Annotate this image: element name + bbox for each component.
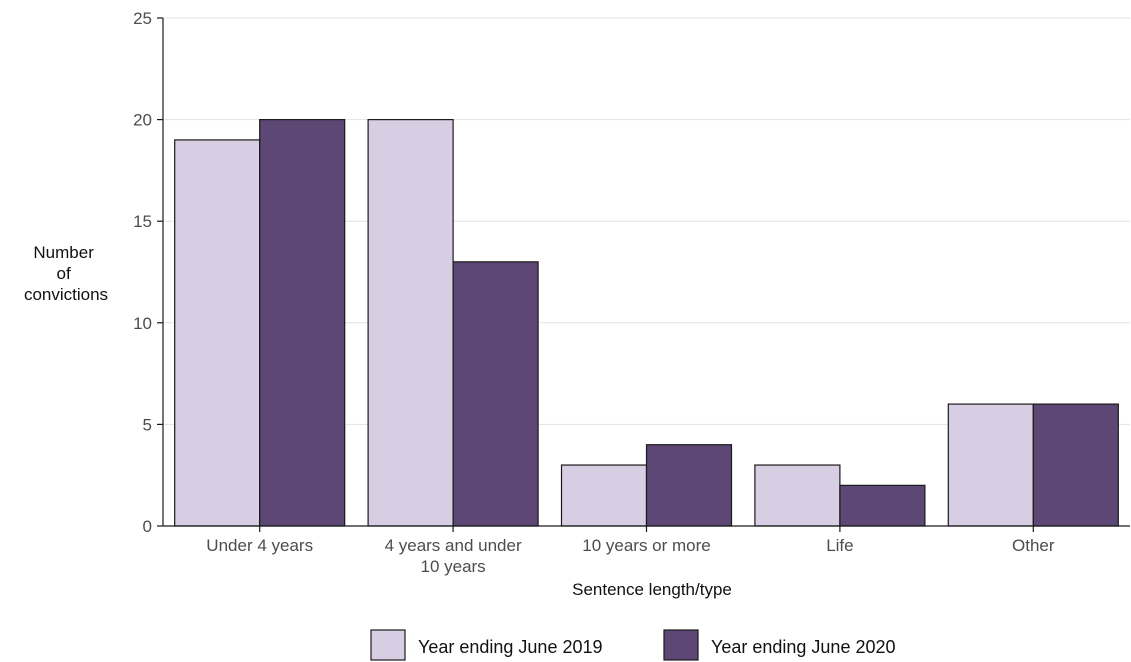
bar-2020: [645, 444, 733, 527]
bar-2020: [259, 118, 346, 527]
y-tick-labels: 0 5 10 15 20 25: [133, 9, 152, 536]
legend-swatch-2019: [370, 629, 406, 661]
x-tick-label-line: Other: [1012, 536, 1055, 555]
bar-2020: [1032, 403, 1119, 527]
x-axis-title: Sentence length/type: [572, 580, 732, 599]
y-axis-title: Number of convictions: [24, 243, 108, 304]
bars: [174, 118, 1119, 527]
y-tick-label: 10: [133, 314, 152, 333]
y-tick-label: 0: [143, 517, 152, 536]
x-tick-label-line: Life: [826, 536, 853, 555]
axes: [157, 17, 1130, 532]
bar-2019: [560, 464, 648, 527]
bar-2019: [367, 118, 454, 527]
x-tick-label-line: 10 years or more: [582, 536, 711, 555]
legend-label-2020: Year ending June 2020: [711, 637, 896, 657]
x-tick-label: 10 years or more: [582, 536, 711, 555]
legend-swatch-2020: [663, 629, 699, 661]
x-tick-label: Under 4 years: [206, 536, 313, 555]
x-tick-label-line: Under 4 years: [206, 536, 313, 555]
x-tick-label-line: 10 years: [420, 557, 485, 576]
bar-2019: [947, 403, 1034, 527]
y-tick-label: 25: [133, 9, 152, 28]
bar-2019: [174, 139, 261, 527]
bar-2020: [452, 261, 539, 527]
y-tick-label: 15: [133, 212, 152, 231]
legend-label-2019: Year ending June 2019: [418, 637, 603, 657]
x-tick-label: Life: [826, 536, 853, 555]
x-tick-label: Other: [1012, 536, 1055, 555]
bar-2019: [754, 464, 841, 527]
y-axis-title-line-2: of: [57, 264, 71, 283]
y-axis-title-line-1: Number: [33, 243, 94, 262]
y-axis-title-line-3: convictions: [24, 285, 108, 304]
y-tick-label: 5: [143, 415, 152, 434]
x-tick-label: 4 years and under 10 years: [385, 536, 522, 576]
legend: Year ending June 2019 Year ending June 2…: [370, 629, 896, 661]
x-tick-labels: Under 4 years 4 years and under 10 years 10…: [206, 536, 1055, 576]
x-tick-label-line: 4 years and under: [385, 536, 522, 555]
y-tick-label: 20: [133, 111, 152, 130]
bar-2020: [839, 484, 926, 527]
